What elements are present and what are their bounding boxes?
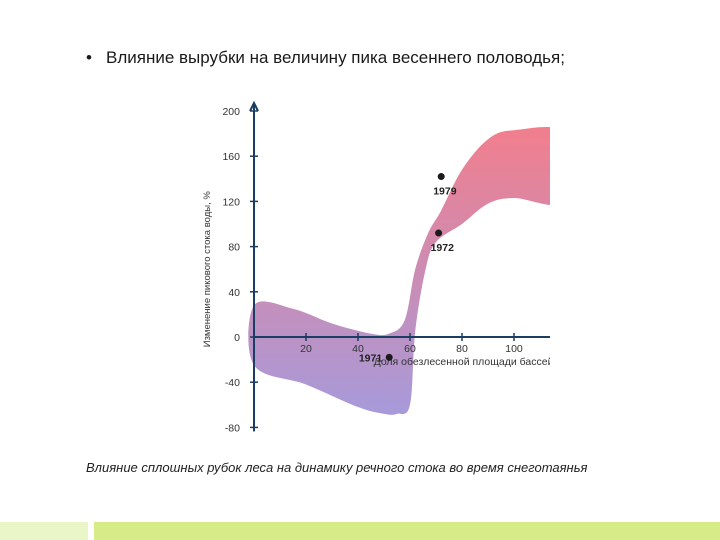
year-label-1972: 1972	[431, 242, 455, 254]
deforestation-flood-chart: 200 160 120 80 40 0 -40 -80 20 40 60 80 100 Доля об…	[202, 100, 550, 434]
x-tick-label: 100	[505, 343, 523, 355]
x-axis-ticks: 20 40 60 80 100	[300, 333, 523, 355]
footer-bar-green	[94, 522, 720, 540]
year-label-1971: 1971	[359, 352, 383, 364]
y-axis-label: Изменение пикового стока воды, %	[202, 191, 213, 348]
figure-caption: Влияние сплошных рубок леса на динамику …	[86, 460, 588, 475]
footer-bar-light	[0, 522, 88, 540]
year-point-1972	[435, 229, 443, 237]
y-tick-label: 80	[228, 242, 240, 254]
year-point-1979	[437, 173, 445, 181]
y-axis-ticks: 200 160 120 80 40 0 -40 -80	[222, 106, 258, 434]
bullet-text: Влияние вырубки на величину пика весенне…	[106, 48, 565, 67]
axes	[249, 100, 550, 432]
bullet-item: • Влияние вырубки на величину пика весенн…	[86, 48, 565, 68]
y-tick-label: 120	[222, 196, 240, 208]
y-axis-arrow	[249, 100, 259, 112]
y-tick-label: 160	[222, 151, 240, 163]
y-tick-label: -80	[225, 422, 240, 434]
bullet-symbol: •	[86, 48, 92, 67]
x-tick-label: 80	[456, 343, 468, 355]
year-point-1971	[385, 353, 393, 361]
x-axis-label: Доля обезлесенной площади бассейна, %	[374, 356, 550, 368]
runoff-change-band	[248, 127, 550, 415]
year-points: 1971 1972 1979	[359, 173, 457, 364]
y-tick-label: -40	[225, 377, 240, 389]
x-tick-label: 20	[300, 343, 312, 355]
year-label-1979: 1979	[433, 186, 457, 198]
y-tick-label: 200	[222, 106, 240, 118]
x-tick-label: 60	[404, 343, 416, 355]
y-tick-label: 0	[234, 332, 240, 344]
y-tick-label: 40	[228, 287, 240, 299]
x-tick-label: 40	[352, 343, 364, 355]
